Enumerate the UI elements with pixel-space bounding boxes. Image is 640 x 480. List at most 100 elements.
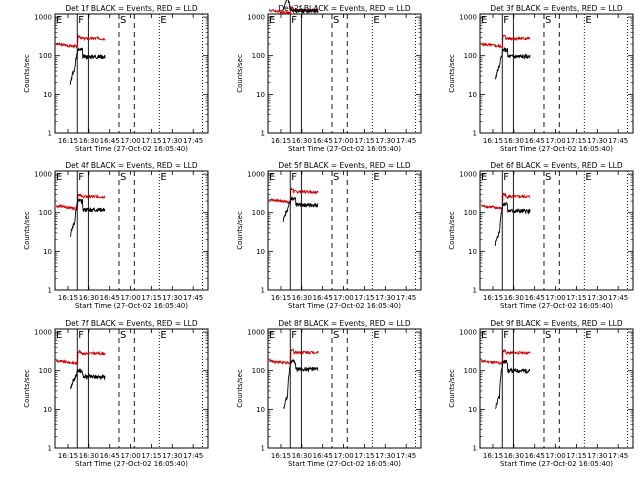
segment-marker: E (160, 330, 166, 341)
x-tick-label: 17:45 (396, 452, 416, 460)
plot-frame (267, 328, 422, 449)
y-axis-label: Counts/sec (448, 369, 456, 408)
segment-marker: E (269, 330, 275, 341)
x-tick-label: 17:00 (545, 294, 565, 302)
panel-8: Det 8f BLACK = Events, RED = LLD 1 10 100 10… (236, 319, 422, 468)
x-tick-label: 17:30 (587, 452, 607, 460)
plot-frame (479, 170, 634, 291)
y-tick-label: 10 (468, 248, 477, 256)
y-axis-label: Counts/sec (236, 369, 244, 408)
x-axis-label: Start Time (27-Oct-02 16:05:40) (500, 460, 613, 468)
panel-title: Det 5f BLACK = Events, RED = LLD (278, 161, 411, 170)
y-tick-label: 1000 (459, 171, 477, 179)
y-axis-label: Counts/sec (448, 211, 456, 250)
y-tick-label: 100 (464, 209, 477, 217)
segment-marker: S (545, 330, 551, 341)
segment-marker: E (373, 330, 379, 341)
x-tick-label: 17:00 (545, 137, 565, 145)
segment-marker: S (333, 330, 339, 341)
y-tick-label: 1000 (247, 329, 265, 337)
segment-marker: E (56, 172, 62, 183)
x-tick-label: 17:00 (120, 137, 140, 145)
plot-frame (54, 170, 209, 291)
y-tick-label: 1 (48, 445, 52, 453)
y-tick-label: 100 (464, 367, 477, 375)
segment-marker: E (585, 330, 591, 341)
x-tick-label: 16:45 (100, 294, 120, 302)
x-tick-label: 17:45 (183, 294, 203, 302)
x-tick-label: 17:45 (608, 294, 628, 302)
segment-marker: E (585, 15, 591, 26)
x-tick-label: 16:30 (292, 294, 312, 302)
segment-marker: S (333, 15, 339, 26)
x-tick-label: 17:30 (162, 137, 182, 145)
x-tick-label: 16:30 (292, 137, 312, 145)
panel-6: Det 6f BLACK = Events, RED = LLD 1 10 100 10… (448, 161, 634, 310)
events-series-line (70, 368, 106, 390)
x-tick-label: 17:00 (333, 294, 353, 302)
events-series-line (69, 47, 106, 85)
panel-title: Det 9f BLACK = Events, RED = LLD (490, 319, 623, 328)
y-tick-label: 10 (468, 406, 477, 414)
y-tick-label: 10 (468, 91, 477, 99)
y-axis-label: Counts/sec (236, 211, 244, 250)
x-tick-label: 17:00 (333, 452, 353, 460)
x-tick-label: 16:15 (271, 294, 291, 302)
panel-title: Det 8f BLACK = Events, RED = LLD (278, 319, 411, 328)
x-tick-label: 16:15 (58, 452, 78, 460)
x-tick-label: 17:15 (354, 452, 374, 460)
y-tick-label: 100 (252, 209, 265, 217)
x-axis-label: Start Time (27-Oct-02 16:05:40) (288, 460, 401, 468)
y-tick-label: 10 (256, 91, 265, 99)
events-series-line (494, 46, 531, 80)
y-tick-label: 1000 (459, 14, 477, 22)
x-tick-label: 17:00 (120, 294, 140, 302)
x-tick-label: 16:30 (79, 294, 99, 302)
y-tick-label: 10 (43, 91, 52, 99)
segment-marker: S (333, 172, 339, 183)
segment-marker: E (269, 15, 275, 26)
y-tick-label: 1 (261, 445, 265, 453)
x-tick-label: 16:15 (271, 137, 291, 145)
segment-marker: S (545, 172, 551, 183)
events-series-line (282, 358, 319, 410)
x-tick-label: 17:00 (545, 452, 565, 460)
y-tick-label: 100 (39, 52, 52, 60)
panel-title: Det 1f BLACK = Events, RED = LLD (65, 4, 198, 13)
y-tick-label: 1 (261, 130, 265, 138)
segment-marker: E (481, 15, 487, 26)
events-series-line (69, 198, 106, 238)
lld-series-line (56, 34, 106, 49)
segment-marker: E (481, 172, 487, 183)
y-tick-label: 1 (48, 130, 52, 138)
x-tick-label: 17:15 (141, 137, 161, 145)
x-tick-label: 17:00 (120, 452, 140, 460)
x-tick-label: 16:45 (525, 452, 545, 460)
x-tick-label: 16:15 (483, 294, 503, 302)
y-tick-label: 1000 (34, 14, 52, 22)
segment-marker: E (56, 15, 62, 26)
y-tick-label: 100 (464, 52, 477, 60)
segment-marker: E (373, 15, 379, 26)
segment-marker: F (291, 15, 297, 26)
y-tick-label: 100 (39, 367, 52, 375)
panel-title: Det 6f BLACK = Events, RED = LLD (490, 161, 623, 170)
x-tick-label: 17:15 (566, 294, 586, 302)
lld-series-line (56, 349, 106, 365)
x-tick-label: 17:15 (566, 137, 586, 145)
x-tick-label: 17:15 (354, 137, 374, 145)
x-tick-label: 16:15 (483, 137, 503, 145)
x-tick-label: 17:30 (587, 294, 607, 302)
segment-marker: F (78, 15, 84, 26)
y-tick-label: 1 (261, 287, 265, 295)
segment-marker: F (503, 330, 509, 341)
segment-marker: F (291, 330, 297, 341)
x-tick-label: 16:30 (504, 137, 524, 145)
lld-series-line (481, 192, 531, 211)
segment-marker: S (120, 15, 126, 26)
x-tick-label: 16:30 (292, 452, 312, 460)
y-axis-label: Counts/sec (23, 211, 31, 250)
y-tick-label: 10 (43, 248, 52, 256)
panel-title: Det 3f BLACK = Events, RED = LLD (490, 4, 623, 13)
